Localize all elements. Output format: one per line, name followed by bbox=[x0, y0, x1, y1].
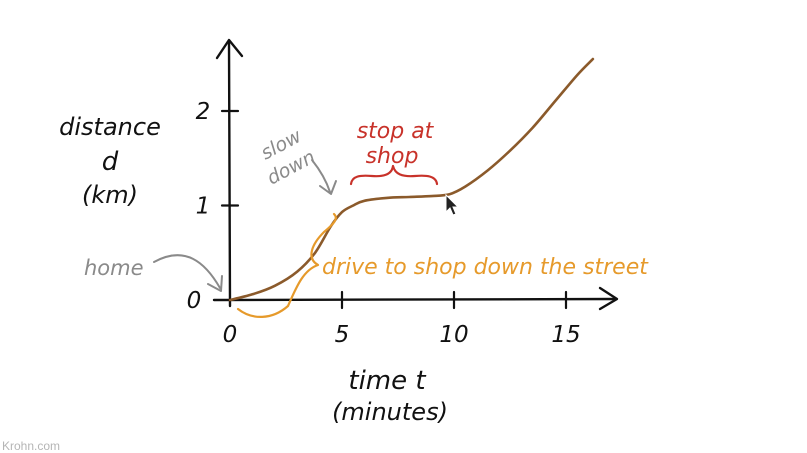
y-tick-label: 1 bbox=[196, 194, 211, 220]
annotation-slow-down-arrow bbox=[311, 159, 337, 195]
credit-watermark: Krohn.com bbox=[2, 439, 61, 453]
y-axis-line bbox=[227, 40, 232, 308]
axes bbox=[212, 38, 619, 311]
series-line-distance bbox=[228, 57, 595, 302]
tick-labels: 0 5 10 15 0 1 2 bbox=[187, 99, 581, 348]
x-axis-label-line-1: time t bbox=[348, 366, 426, 396]
annotation-drive: drive to shop down the street bbox=[236, 212, 649, 318]
y-axis-label-line-3: (km) bbox=[82, 181, 138, 209]
x-axis-label-line-2: (minutes) bbox=[332, 398, 448, 426]
y-tick-label: 2 bbox=[196, 99, 211, 125]
y-axis-label-line-1: distance bbox=[59, 113, 161, 141]
y-tick-label: 0 bbox=[187, 288, 202, 314]
annotation-home-arrow bbox=[153, 254, 223, 292]
x-axis-label: time t (minutes) bbox=[332, 366, 448, 426]
y-axis-label: distance d (km) bbox=[59, 113, 161, 209]
mouse-cursor-icon bbox=[445, 193, 460, 216]
x-tick-label: 0 bbox=[223, 322, 238, 348]
annotation-home: home bbox=[84, 254, 223, 292]
ticks bbox=[220, 109, 568, 310]
y-axis-arrowhead bbox=[215, 38, 244, 60]
x-tick-label: 15 bbox=[551, 322, 580, 348]
annotation-stop-line-2: shop bbox=[366, 144, 419, 169]
x-tick-label: 5 bbox=[335, 322, 350, 348]
annotation-drive-label: drive to shop down the street bbox=[322, 255, 649, 280]
x-axis-line bbox=[212, 297, 616, 302]
x-axis-arrowhead bbox=[598, 286, 619, 311]
y-axis-label-line-2: d bbox=[102, 147, 119, 177]
x-tick-label: 10 bbox=[439, 322, 468, 348]
annotation-stop-brace bbox=[349, 164, 439, 186]
annotation-stop-at-shop: stop at shop bbox=[349, 119, 439, 186]
annotation-drive-brace bbox=[236, 212, 337, 318]
annotation-stop-line-1: stop at bbox=[357, 119, 435, 144]
annotation-home-label: home bbox=[84, 256, 144, 280]
annotation-slow-down: slow down bbox=[257, 125, 337, 195]
